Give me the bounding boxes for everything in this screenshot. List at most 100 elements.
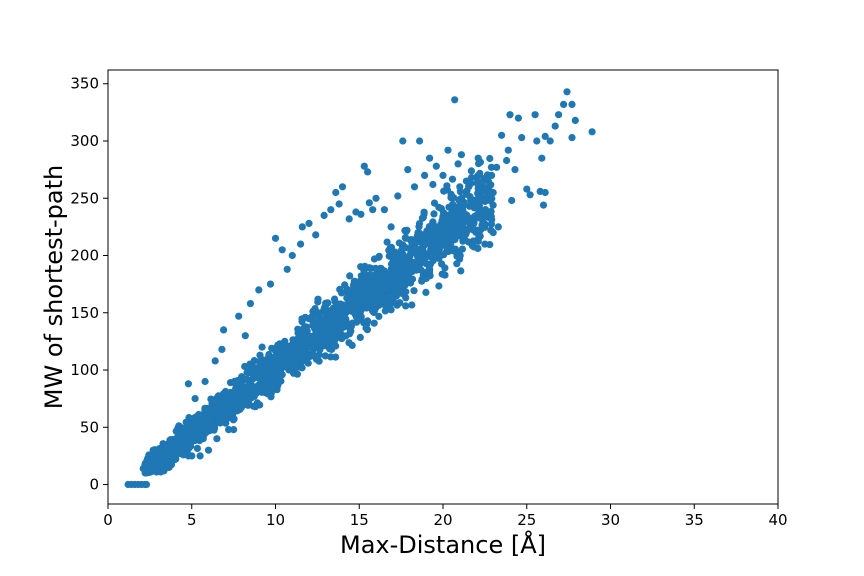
- data-point: [247, 383, 255, 391]
- data-point: [488, 171, 496, 179]
- data-point: [245, 368, 253, 377]
- data-point: [326, 345, 334, 353]
- data-point: [429, 180, 437, 189]
- data-point: [456, 183, 464, 191]
- data-point: [327, 206, 335, 214]
- data-point: [370, 292, 378, 300]
- data-point: [298, 315, 306, 323]
- data-point: [221, 416, 229, 424]
- data-point: [311, 305, 319, 314]
- data-point: [338, 183, 347, 191]
- data-point: [360, 162, 368, 170]
- data-point: [285, 354, 293, 363]
- x-tick-label: 20: [433, 511, 452, 529]
- data-point: [335, 200, 343, 208]
- data-point: [372, 264, 380, 272]
- data-point: [280, 362, 288, 370]
- data-point: [426, 154, 434, 162]
- data-point: [344, 293, 352, 301]
- data-point: [180, 425, 188, 434]
- data-point: [397, 269, 405, 277]
- data-point: [251, 403, 259, 411]
- data-point: [298, 223, 306, 231]
- data-point: [404, 166, 412, 174]
- data-point: [235, 312, 243, 320]
- data-point: [533, 137, 541, 145]
- data-point: [402, 302, 410, 310]
- data-point: [422, 288, 430, 296]
- data-point: [407, 279, 415, 287]
- data-point: [483, 190, 491, 198]
- data-point: [481, 240, 489, 248]
- data-point: [355, 300, 363, 309]
- data-point: [489, 229, 497, 237]
- data-point: [478, 178, 486, 186]
- data-point: [494, 223, 502, 231]
- data-point: [405, 269, 413, 277]
- data-point: [503, 156, 511, 165]
- data-point: [375, 312, 383, 320]
- data-point: [396, 299, 404, 307]
- data-point: [394, 255, 403, 263]
- data-point: [453, 203, 462, 211]
- data-point: [342, 315, 350, 323]
- data-point: [267, 389, 275, 397]
- data-point: [467, 225, 475, 233]
- data-point: [430, 210, 438, 218]
- data-point: [435, 282, 443, 290]
- data-point: [275, 366, 283, 374]
- x-tick-label: 5: [187, 511, 197, 529]
- data-point: [252, 383, 260, 391]
- data-point: [318, 320, 326, 328]
- y-tick-label: 300: [70, 132, 99, 150]
- data-point: [568, 100, 576, 108]
- data-point: [323, 336, 331, 344]
- data-point: [474, 154, 482, 162]
- data-point: [462, 177, 470, 185]
- x-tick-label: 10: [266, 511, 285, 529]
- x-axis: 0 5 10 15 20 25 30 35 40: [103, 504, 788, 529]
- data-point: [335, 309, 343, 317]
- data-point: [372, 194, 380, 202]
- data-point: [295, 343, 303, 351]
- data-point: [187, 442, 195, 450]
- data-point: [149, 446, 157, 454]
- data-point: [225, 426, 233, 434]
- data-point: [349, 281, 358, 289]
- data-point: [408, 301, 416, 309]
- data-point: [441, 264, 449, 272]
- data-point: [425, 262, 433, 271]
- data-point: [287, 344, 295, 352]
- data-point: [185, 422, 193, 430]
- data-point: [142, 480, 151, 489]
- data-point: [268, 383, 276, 391]
- data-point: [278, 357, 286, 365]
- data-point: [251, 366, 259, 374]
- data-point: [420, 210, 428, 218]
- data-point: [227, 400, 235, 408]
- data-point: [276, 350, 284, 358]
- data-point: [214, 393, 223, 401]
- data-point: [474, 237, 482, 245]
- data-point: [526, 191, 534, 199]
- data-point: [220, 326, 228, 334]
- data-point: [546, 137, 554, 145]
- data-point: [186, 435, 194, 443]
- data-point: [355, 314, 363, 323]
- data-point: [389, 292, 397, 300]
- data-point: [321, 352, 329, 360]
- data-point: [356, 277, 364, 285]
- data-point: [230, 426, 238, 434]
- data-point: [369, 206, 377, 214]
- y-tick-label: 100: [70, 361, 99, 379]
- data-point: [379, 297, 387, 305]
- data-point: [193, 444, 201, 452]
- data-point: [332, 353, 340, 361]
- data-point: [439, 171, 447, 179]
- data-point: [429, 218, 437, 226]
- data-point: [438, 270, 446, 278]
- data-point: [571, 116, 579, 124]
- data-point: [213, 398, 221, 406]
- data-point: [474, 244, 482, 252]
